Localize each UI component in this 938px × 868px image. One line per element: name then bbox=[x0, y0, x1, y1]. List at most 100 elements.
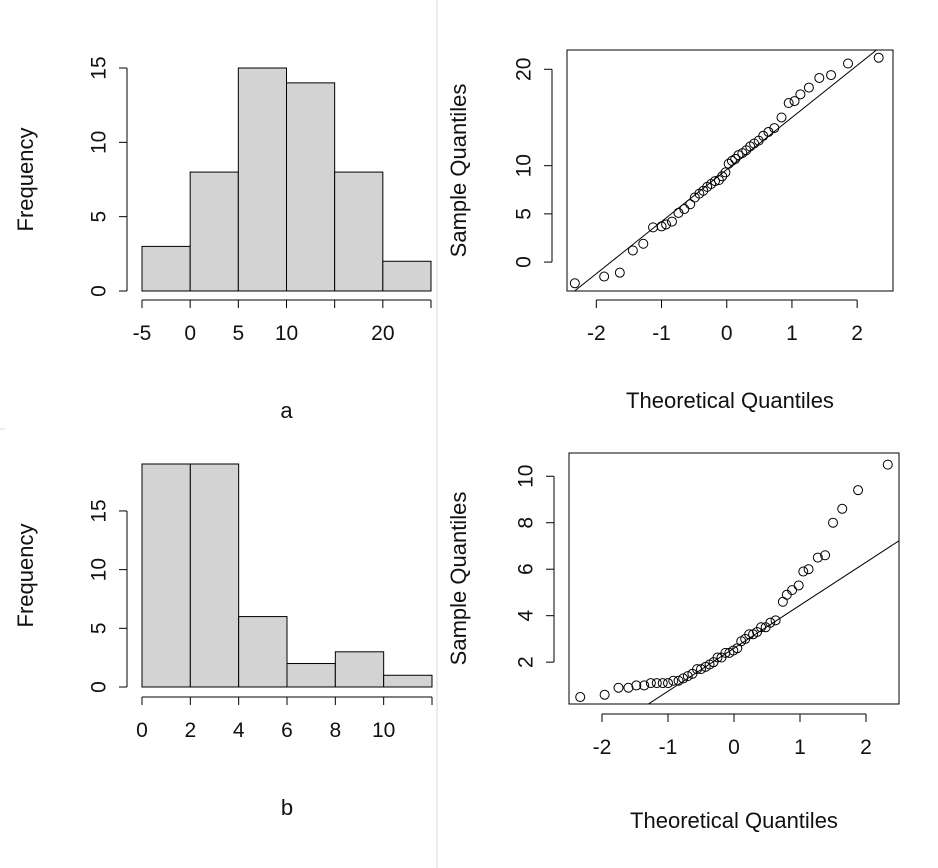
qq-point bbox=[814, 72, 825, 83]
x-axis-title: b bbox=[281, 795, 293, 820]
y-tick-label: 10 bbox=[88, 558, 111, 581]
qq-point bbox=[717, 171, 728, 182]
histogram-bar bbox=[189, 171, 239, 292]
qq-point bbox=[726, 155, 737, 166]
x-tick-label: 4 bbox=[233, 719, 245, 742]
plot-frame bbox=[566, 49, 894, 292]
x-tick-label: -1 bbox=[652, 322, 671, 345]
qq-point bbox=[812, 552, 823, 563]
x-tick-label: 0 bbox=[136, 719, 148, 742]
x-tick-label: 0 bbox=[721, 322, 733, 345]
histogram-bar bbox=[141, 245, 191, 292]
qq-point bbox=[853, 485, 864, 496]
y-tick-label: 10 bbox=[515, 465, 538, 488]
qq-point bbox=[793, 580, 804, 591]
qq-point bbox=[673, 207, 684, 218]
qq-reference-line bbox=[647, 540, 899, 704]
qq-point bbox=[599, 689, 610, 700]
histogram-bar bbox=[334, 171, 384, 292]
qq-point bbox=[613, 682, 624, 693]
qq-point bbox=[770, 615, 781, 626]
x-tick-label: -1 bbox=[659, 736, 678, 759]
qq-point bbox=[682, 671, 693, 682]
qq-point bbox=[666, 216, 677, 227]
qq-point bbox=[569, 278, 580, 289]
y-tick-label: 5 bbox=[513, 208, 536, 220]
x-tick-label: 10 bbox=[372, 719, 395, 742]
qq-point bbox=[744, 629, 755, 640]
y-tick-label: 10 bbox=[513, 154, 536, 177]
qq-point bbox=[730, 153, 741, 164]
x-tick-label: 0 bbox=[728, 736, 740, 759]
x-axis-title: Theoretical Quantiles bbox=[626, 388, 834, 413]
y-tick-label: 15 bbox=[88, 56, 111, 79]
qq-point bbox=[758, 130, 769, 141]
qq-point bbox=[720, 167, 731, 178]
qq-point bbox=[776, 112, 787, 123]
qq-point bbox=[803, 82, 814, 93]
x-tick-label: 1 bbox=[794, 736, 806, 759]
histogram-a: -5 0 5 10 20 0 5 10 15 a Frequency bbox=[13, 56, 432, 423]
y-tick-label: 0 bbox=[513, 256, 536, 268]
y-axis-title: Sample Quantiles bbox=[446, 492, 471, 666]
histogram-bar bbox=[237, 67, 287, 292]
qq-point bbox=[803, 564, 814, 575]
x-tick-label: 2 bbox=[851, 322, 863, 345]
histogram-bar bbox=[286, 82, 336, 292]
x-axis-title: Theoretical Quantiles bbox=[630, 808, 838, 833]
x-tick-label: 0 bbox=[184, 322, 196, 345]
y-tick-label: 6 bbox=[515, 563, 538, 575]
x-tick-label: -2 bbox=[593, 736, 612, 759]
qq-point bbox=[787, 585, 798, 596]
y-tick-label: 10 bbox=[88, 131, 111, 154]
qq-point bbox=[765, 617, 776, 628]
x-tick-label: 2 bbox=[860, 736, 872, 759]
qq-point bbox=[631, 680, 642, 691]
qq-point bbox=[614, 267, 625, 278]
qq-point bbox=[769, 123, 780, 134]
qq-point bbox=[723, 158, 734, 169]
qq-point bbox=[756, 622, 767, 633]
qq-point bbox=[713, 175, 724, 186]
qq-point bbox=[656, 221, 667, 232]
qq-point bbox=[623, 682, 634, 693]
y-axis-title: Frequency bbox=[13, 524, 38, 628]
y-tick-label: 5 bbox=[88, 211, 111, 223]
x-tick-label: -5 bbox=[133, 322, 152, 345]
y-tick-label: 0 bbox=[88, 285, 111, 297]
qq-point bbox=[843, 58, 854, 69]
qq-point bbox=[575, 692, 586, 703]
qq-point bbox=[627, 245, 638, 256]
qq-point bbox=[777, 596, 788, 607]
x-tick-label: 8 bbox=[329, 719, 341, 742]
qq-point bbox=[741, 145, 752, 156]
histogram-bar bbox=[286, 663, 336, 688]
qq-point bbox=[651, 678, 662, 689]
qq-point bbox=[826, 70, 837, 81]
histogram-bar bbox=[238, 616, 288, 688]
qq-point bbox=[661, 219, 672, 230]
qq-point bbox=[685, 199, 696, 210]
qq-point bbox=[781, 589, 792, 600]
qq-point bbox=[712, 652, 723, 663]
plot-frame bbox=[568, 452, 900, 705]
histogram-bar bbox=[383, 674, 433, 688]
qq-point bbox=[648, 222, 659, 233]
y-tick-label: 15 bbox=[88, 499, 111, 522]
qq-point bbox=[696, 664, 706, 675]
qq-point bbox=[720, 647, 731, 658]
x-tick-label: -2 bbox=[587, 322, 606, 345]
qq-point bbox=[679, 204, 690, 215]
qq-point bbox=[678, 673, 689, 684]
histogram-b: 0 2 4 6 8 10 0 5 10 15 b Frequency bbox=[13, 463, 433, 820]
qq-point bbox=[828, 517, 838, 528]
qq-point bbox=[639, 680, 650, 691]
qq-point bbox=[763, 126, 774, 137]
qq-point bbox=[673, 675, 684, 686]
qq-point bbox=[698, 185, 709, 196]
x-tick-label: 10 bbox=[275, 322, 298, 345]
qq-point bbox=[657, 678, 668, 689]
x-tick-label: 5 bbox=[232, 322, 244, 345]
